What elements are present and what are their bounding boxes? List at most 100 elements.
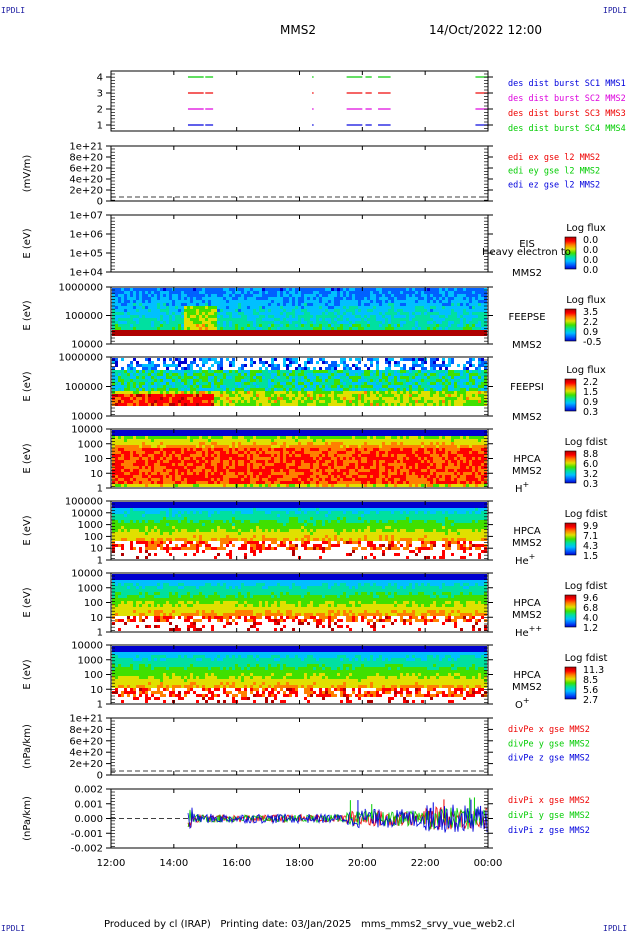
y-tick-label: 1000000: [58, 353, 103, 364]
spectrogram-cell: [169, 394, 172, 397]
spectrogram-cell: [118, 457, 121, 460]
spectrogram-cell: [403, 397, 406, 400]
spectrogram-cell: [133, 306, 136, 309]
spectrogram-cell: [130, 442, 133, 445]
spectrogram-cell: [139, 463, 142, 466]
spectrogram-cell: [136, 478, 139, 481]
spectrogram-cell: [370, 379, 373, 382]
spectrogram-cell: [175, 385, 178, 388]
spectrogram-cell: [289, 321, 292, 324]
spectrogram-cell: [268, 379, 271, 382]
spectrogram-cell: [394, 318, 397, 321]
spectrogram-cell: [406, 391, 409, 394]
spectrogram-cell: [118, 288, 121, 291]
spectrogram-cell: [361, 388, 364, 391]
spectrogram-cell: [121, 451, 124, 454]
spacecraft-title: MMS2: [280, 23, 316, 37]
spectrogram-cell: [127, 466, 130, 469]
y-tick-label: 10000: [71, 412, 103, 423]
spectrogram-cell: [229, 333, 232, 336]
spectrogram-cell: [313, 303, 316, 306]
spectrogram-cell: [250, 312, 253, 315]
spectrogram-cell: [316, 385, 319, 388]
spectrogram-cell: [334, 376, 337, 379]
spectrogram-cell: [118, 291, 121, 294]
spectrogram-cell: [172, 391, 175, 394]
spectrogram-cell: [124, 321, 127, 324]
spectrogram-cell: [148, 306, 151, 309]
spectrogram-cell: [457, 364, 460, 367]
spectrogram-cell: [130, 330, 133, 333]
spectrogram-cell: [274, 321, 277, 324]
spectrogram-cell: [439, 367, 442, 370]
spectrogram-cell: [343, 288, 346, 291]
spectrogram-cell: [157, 457, 160, 460]
spectrogram-cell: [118, 433, 121, 436]
spectrogram-cell: [115, 451, 118, 454]
spectrogram-cell: [241, 457, 244, 460]
spectrogram-cell: [142, 460, 145, 463]
spectrogram-cell: [208, 430, 211, 433]
spectrogram-cell: [175, 481, 178, 484]
spectrogram-cell: [295, 391, 298, 394]
spectrogram-cell: [415, 318, 418, 321]
spectrogram-cell: [187, 403, 190, 406]
spectrogram-cell: [241, 370, 244, 373]
spectrogram-cell: [202, 454, 205, 457]
spectrogram-cell: [433, 291, 436, 294]
spectrogram-cell: [364, 306, 367, 309]
spectrogram-cell: [274, 400, 277, 403]
spectrogram-cell: [484, 312, 487, 315]
spectrogram-cell: [298, 312, 301, 315]
spectrogram-cell: [202, 442, 205, 445]
spectrogram-cell: [406, 388, 409, 391]
spectrogram-cell: [250, 370, 253, 373]
spectrogram-cell: [193, 306, 196, 309]
spectrogram-cell: [139, 391, 142, 394]
spectrogram-cell: [385, 367, 388, 370]
spectrogram-cell: [145, 291, 148, 294]
spectrogram-cell: [232, 391, 235, 394]
spectrogram-cell: [187, 466, 190, 469]
spectrogram-cell: [190, 469, 193, 472]
spectrogram-cell: [172, 451, 175, 454]
spectrogram-cell: [346, 367, 349, 370]
spectrogram-cell: [181, 466, 184, 469]
spectrogram-cell: [223, 430, 226, 433]
spectrogram-cell: [187, 370, 190, 373]
spectrogram-cell: [112, 376, 115, 379]
spectrogram-cell: [136, 442, 139, 445]
spectrogram-cell: [394, 379, 397, 382]
spectrogram-cell: [271, 333, 274, 336]
spectrogram-cell: [379, 324, 382, 327]
spectrogram-cell: [256, 333, 259, 336]
spectrogram-cell: [343, 367, 346, 370]
spectrogram-cell: [262, 303, 265, 306]
spectrogram-cell: [112, 294, 115, 297]
spectrogram-cell: [427, 333, 430, 336]
spectrogram-cell: [325, 294, 328, 297]
spectrogram-cell: [178, 312, 181, 315]
spectrogram-cell: [175, 379, 178, 382]
spectrogram-cell: [181, 297, 184, 300]
spectrogram-cell: [190, 439, 193, 442]
spectrogram-cell: [127, 324, 130, 327]
spectrogram-cell: [220, 391, 223, 394]
spectrogram-cell: [217, 439, 220, 442]
spectrogram-cell: [232, 385, 235, 388]
spectrogram-cell: [379, 312, 382, 315]
spectrogram-cell: [205, 400, 208, 403]
spectrogram-cell: [277, 333, 280, 336]
spectrogram-cell: [238, 367, 241, 370]
spectrogram-cell: [430, 379, 433, 382]
spectrogram-cell: [262, 373, 265, 376]
spectrogram-cell: [454, 303, 457, 306]
spectrogram-cell: [115, 445, 118, 448]
spectrogram-cell: [241, 318, 244, 321]
spectrogram-cell: [472, 330, 475, 333]
spectrogram-cell: [409, 382, 412, 385]
spectrogram-cell: [151, 463, 154, 466]
spectrogram-cell: [166, 394, 169, 397]
spectrogram-cell: [277, 382, 280, 385]
spectrogram-cell: [145, 457, 148, 460]
